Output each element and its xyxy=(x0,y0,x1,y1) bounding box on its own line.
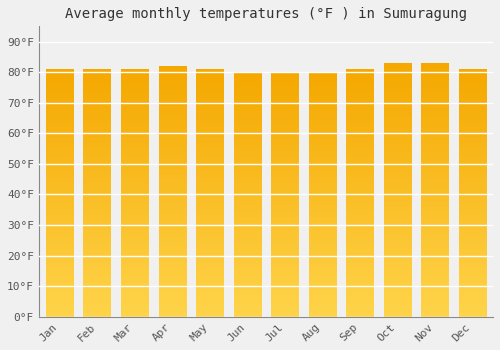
Title: Average monthly temperatures (°F ) in Sumuragung: Average monthly temperatures (°F ) in Su… xyxy=(65,7,467,21)
